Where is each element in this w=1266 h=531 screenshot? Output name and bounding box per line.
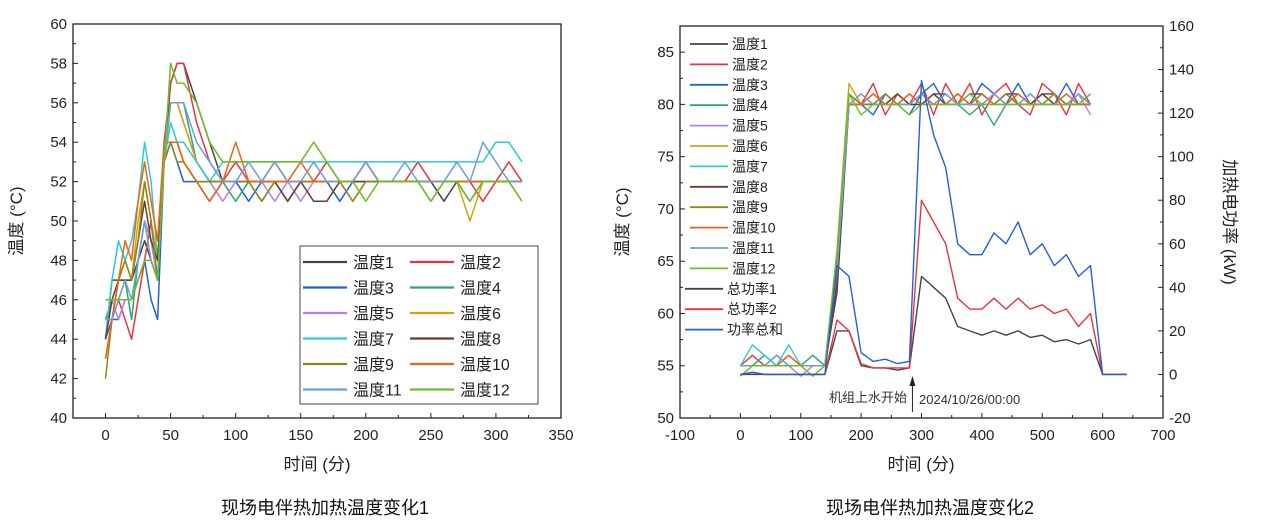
- chart-1-ylabel: 温度 (°C): [7, 186, 26, 255]
- y-tick-label: 52: [50, 174, 67, 191]
- y-tick-label: 60: [50, 16, 67, 33]
- y2-tick-label: 0: [1169, 366, 1177, 383]
- legend-label: 温度3: [353, 280, 394, 298]
- chart-2-caption: 现场电伴热加热温度变化2: [826, 498, 1034, 518]
- legend-label: 总功率1: [727, 281, 777, 297]
- y2-tick-label: 160: [1169, 18, 1194, 35]
- x-tick-label: -100: [665, 427, 695, 444]
- chart-2-y2label: 加热电功率 (kW): [1220, 159, 1239, 285]
- legend-label: 温度11: [732, 240, 775, 256]
- y-tick-label: 55: [657, 358, 674, 375]
- legend-label: 温度9: [353, 356, 394, 374]
- x-tick-label: 150: [288, 427, 313, 444]
- chart-1: 现场电伴热加热温度变化1 时间 (分) 温度 (°C) 0 50 100 150 200…: [7, 16, 574, 518]
- legend-label: 温度8: [732, 179, 768, 195]
- y-tick-label: 46: [50, 292, 67, 309]
- y2-tick-label: 40: [1169, 279, 1186, 296]
- legend-label: 温度6: [460, 305, 501, 323]
- y-tick-label: 48: [50, 252, 67, 269]
- x-tick-label: 50: [162, 427, 179, 444]
- legend-label: 温度11: [353, 382, 402, 400]
- chart-1-xlabel: 时间 (分): [283, 455, 350, 474]
- y-tick-label: 50: [50, 213, 67, 230]
- legend-label: 总功率2: [727, 301, 777, 317]
- legend-label: 温度2: [732, 56, 768, 72]
- legend-label: 温度4: [732, 97, 768, 113]
- legend-label: 温度5: [353, 305, 394, 323]
- power-line-3: [740, 79, 1127, 376]
- legend-label: 温度12: [460, 382, 510, 400]
- legend-label: 温度2: [460, 254, 501, 272]
- y2-tick-label: 120: [1169, 105, 1194, 122]
- y2-tick-label: -20: [1169, 410, 1191, 427]
- legend-label: 温度1: [732, 36, 768, 52]
- x-tick-label: 0: [101, 427, 109, 444]
- legend-box: [299, 245, 539, 405]
- y-tick-label: 70: [657, 201, 674, 218]
- legend-label: 温度7: [732, 158, 768, 174]
- y-tick-label: 60: [657, 305, 674, 322]
- x-tick-label: 200: [353, 427, 378, 444]
- legend-label: 温度3: [732, 77, 768, 93]
- legend-label: 温度1: [353, 254, 394, 272]
- legend-label: 功率总和: [727, 322, 783, 338]
- x-tick-label: 500: [1030, 427, 1055, 444]
- annotation-date: 2024/10/26/00:00: [919, 392, 1020, 407]
- chart-2: 现场电伴热加热温度变化2 时间 (分) 温度 (°C) 加热电功率 (kW) 机…: [613, 18, 1239, 518]
- annotation-arrow-head: [909, 376, 916, 386]
- annotation-water-start: 机组上水开始: [829, 390, 907, 405]
- y-tick-label: 40: [50, 410, 67, 427]
- legend: 温度1 温度2 温度3 温度4 温度5 温度6 温度7 温度8 温度9 温度10 温度11 温度12 总…: [685, 36, 783, 338]
- legend-label: 温度9: [732, 199, 768, 215]
- legend-label: 温度10: [732, 220, 776, 236]
- y-tick-label: 75: [657, 149, 674, 166]
- legend-label: 温度6: [732, 138, 768, 154]
- chart-1-caption: 现场电伴热加热温度变化1: [221, 498, 429, 518]
- y-tick-label: 44: [50, 331, 67, 348]
- y-tick-label: 54: [50, 134, 67, 151]
- y2-tick-label: 100: [1169, 149, 1194, 166]
- y-tick-label: 85: [657, 44, 674, 61]
- legend: 温度1 温度2 温度3 温度4 温度5 温度6 温度7 温度8 温度9 温度10 温度11 温度12: [299, 245, 539, 405]
- power-line-1: [740, 275, 1127, 376]
- temp-line-12: [739, 93, 1091, 377]
- y-tick-label: 56: [50, 95, 67, 112]
- x-tick-label: 250: [418, 427, 443, 444]
- series-line-12: [105, 62, 523, 301]
- legend-label: 温度7: [353, 331, 394, 349]
- legend-label: 温度12: [732, 260, 776, 276]
- x-tick-label: 700: [1150, 427, 1175, 444]
- legend-label: 温度8: [460, 331, 501, 349]
- y-tick-label: 42: [50, 371, 67, 388]
- legend-label: 温度5: [732, 118, 768, 134]
- chart-2-ylabel: 温度 (°C): [613, 187, 632, 256]
- x-tick-label: 100: [788, 427, 813, 444]
- x-tick-label: 300: [483, 427, 508, 444]
- y-tick-label: 50: [657, 410, 674, 427]
- legend-label: 温度4: [460, 280, 501, 298]
- x-tick-label: 0: [736, 427, 744, 444]
- y2-tick-label: 60: [1169, 236, 1186, 253]
- x-tick-label: 350: [548, 427, 573, 444]
- y-tick-label: 65: [657, 253, 674, 270]
- y-tick-label: 58: [50, 55, 67, 72]
- y2-tick-label: 140: [1169, 62, 1194, 79]
- y-tick-label: 80: [657, 96, 674, 113]
- x-tick-label: 600: [1090, 427, 1115, 444]
- legend-label: 温度10: [460, 356, 510, 374]
- y2-tick-label: 20: [1169, 323, 1186, 340]
- x-tick-label: 200: [849, 427, 874, 444]
- x-tick-label: 300: [909, 427, 934, 444]
- x-tick-label: 100: [223, 427, 248, 444]
- x-tick-label: 400: [969, 427, 994, 444]
- chart-2-xlabel: 时间 (分): [887, 455, 954, 474]
- y2-tick-label: 80: [1169, 192, 1186, 209]
